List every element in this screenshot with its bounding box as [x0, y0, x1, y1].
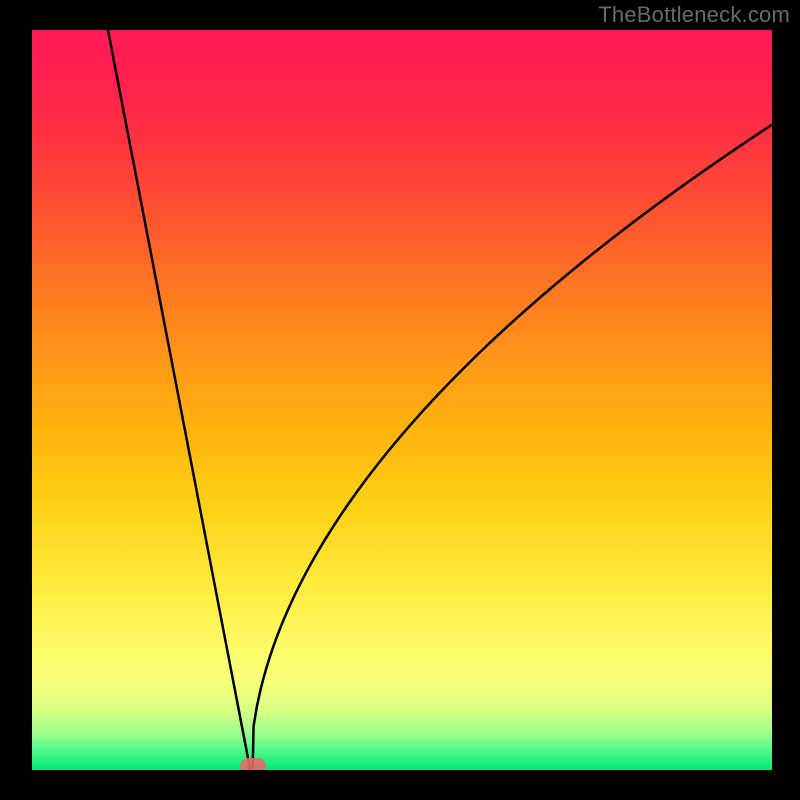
watermark-text: TheBottleneck.com — [598, 2, 790, 28]
min-marker — [240, 758, 266, 770]
bottleneck-curve — [102, 30, 772, 770]
curve-svg — [32, 30, 772, 770]
plot-area — [32, 30, 772, 770]
